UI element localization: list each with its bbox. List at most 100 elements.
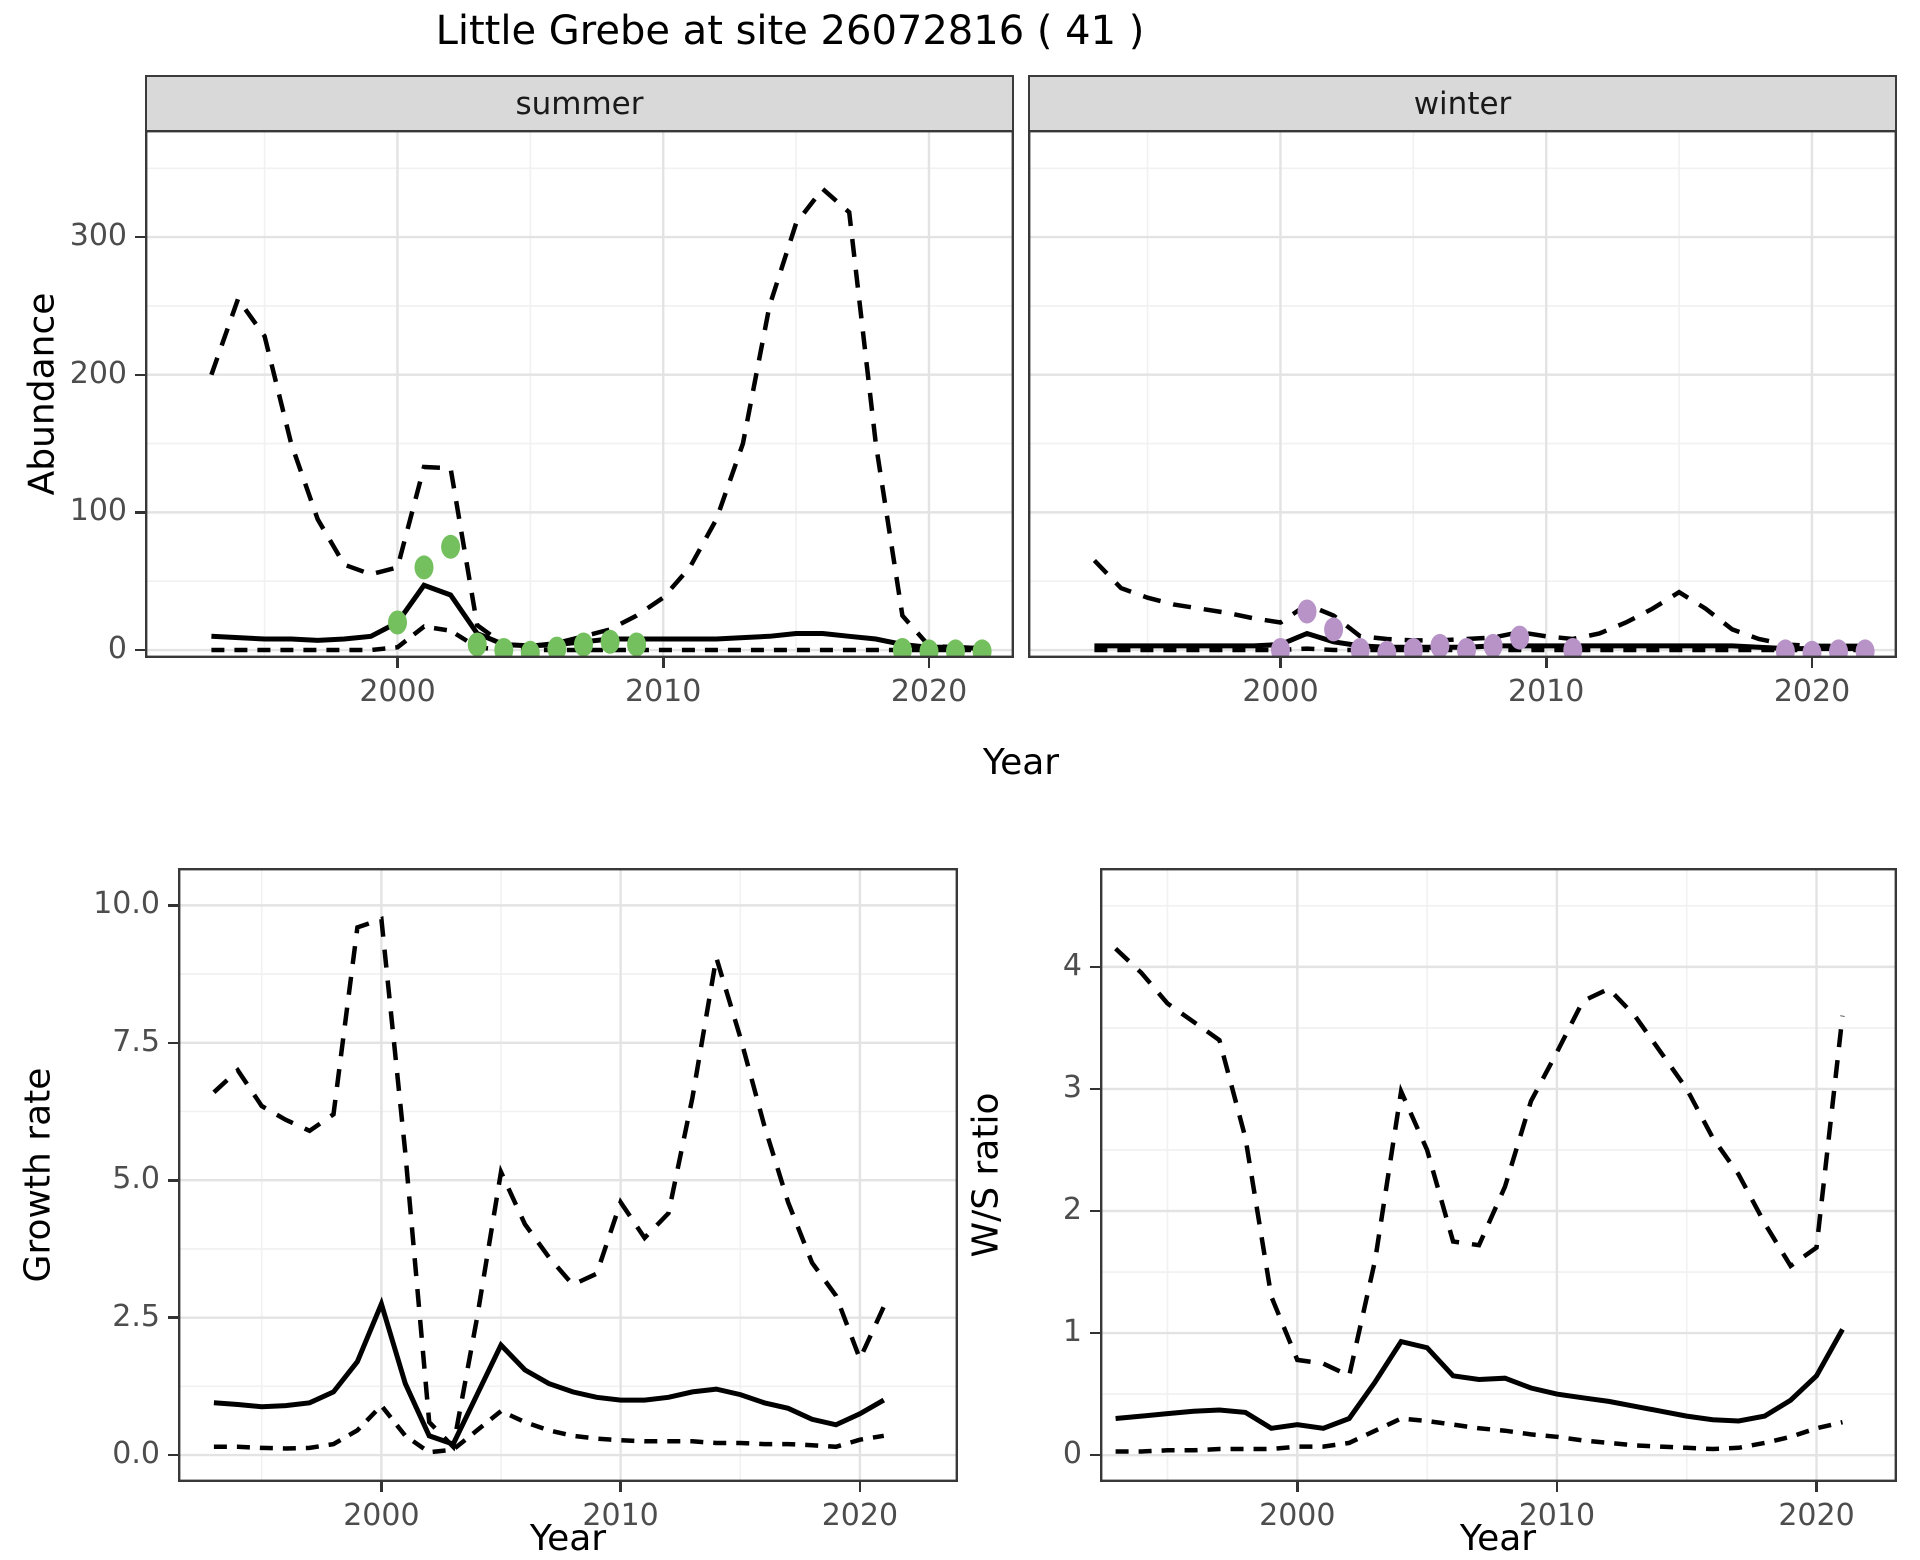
x-tick-label: 2020 (1778, 1498, 1855, 1533)
x-tick-label: 2010 (625, 674, 702, 709)
y-tick-mark (168, 1179, 178, 1182)
y-tick-label: 4 (1062, 947, 1082, 983)
observed-counts-point (1350, 638, 1370, 658)
upper_ci-line (1114, 946, 1845, 1380)
mean-line (213, 1296, 886, 1448)
panel-border (1100, 868, 1897, 1482)
observed-counts-point (520, 640, 540, 658)
y-tick-label: 7.5 (112, 1023, 160, 1059)
x-tick-label: 2010 (1518, 1498, 1596, 1533)
upper_ci-line (209, 185, 983, 650)
x-axis-title-year-growth: Year (529, 1518, 607, 1559)
observed-counts-point (1403, 638, 1423, 658)
y-tick-mark (1090, 1087, 1100, 1091)
x-tick-mark (1555, 1482, 1559, 1492)
panel-ws-ratio (1100, 868, 1897, 1482)
y-axis-title-abundance: Abundance (21, 292, 63, 496)
y-tick-label: 0.0 (112, 1436, 160, 1472)
observed-counts-point (1510, 625, 1530, 650)
observed-counts-point (627, 632, 647, 657)
y-tick-label: 3 (1062, 1069, 1082, 1105)
y-tick-mark (168, 1316, 178, 1319)
y-tick-mark (135, 648, 145, 652)
y-tick-label: 0 (107, 631, 127, 666)
x-tick-label: 2020 (890, 674, 968, 709)
x-tick-mark (1545, 658, 1548, 668)
observed-counts-point (1377, 640, 1397, 658)
panel-border (145, 130, 1014, 658)
x-tick-mark (396, 658, 399, 668)
y-tick-label: 200 (69, 355, 127, 391)
panel-abundance-summer (145, 130, 1014, 658)
observed-counts-point (414, 555, 434, 580)
lower_ci-line (211, 624, 983, 653)
x-tick-mark (1815, 1482, 1818, 1492)
y-tick-label: 2 (1062, 1192, 1082, 1227)
x-tick-label: 2020 (821, 1498, 899, 1533)
panel-background (1028, 130, 1897, 658)
x-tick-mark (1810, 658, 1814, 668)
observed-counts-point (1430, 633, 1450, 658)
observed-counts-point (1297, 599, 1317, 624)
upper_ci-line (212, 916, 886, 1452)
x-axis-title-year-ws: Year (1459, 1518, 1537, 1559)
mean-line (211, 582, 983, 652)
y-tick-mark (1090, 1209, 1100, 1213)
observed-counts-point (972, 639, 992, 658)
x-tick-label: 2010 (582, 1498, 659, 1533)
x-tick-label: 2000 (359, 674, 436, 709)
x-tick-label: 2000 (343, 1498, 420, 1533)
y-tick-mark (168, 1453, 178, 1457)
panel-background (178, 868, 958, 1482)
y-tick-mark (135, 235, 145, 239)
panel-border (178, 868, 958, 1482)
facet-strip-winter: winter (1028, 75, 1897, 132)
panel-background (1100, 868, 1897, 1482)
observed-counts-point (1457, 638, 1476, 658)
x-tick-mark (619, 1482, 622, 1492)
x-tick-label: 2000 (1242, 674, 1319, 709)
y-tick-label: 2.5 (112, 1298, 160, 1334)
observed-counts-point (441, 534, 461, 559)
observed-counts-point (1802, 640, 1822, 658)
y-tick-mark (135, 373, 145, 376)
y-tick-label: 5.0 (112, 1161, 160, 1197)
x-tick-mark (858, 1482, 862, 1492)
y-axis-title-ws-ratio: W/S ratio (965, 1092, 1007, 1258)
observed-counts-point (1483, 633, 1503, 658)
observed-counts-point (494, 638, 514, 658)
panel-border (1028, 130, 1897, 658)
x-tick-label: 2020 (1773, 674, 1851, 709)
observed-counts-point (574, 632, 593, 657)
y-tick-mark (1090, 1331, 1100, 1335)
observed-counts-point (1271, 638, 1290, 658)
x-tick-mark (927, 658, 931, 668)
facet-strip-summer: summer (145, 75, 1014, 132)
panel-abundance-winter (1028, 130, 1897, 658)
observed-counts-point (946, 639, 965, 658)
observed-counts-point (1775, 639, 1795, 658)
x-tick-mark (380, 1482, 383, 1492)
x-axis-title-year-top: Year (982, 742, 1060, 783)
observed-counts-point (547, 636, 567, 658)
y-tick-label: 10.0 (93, 886, 160, 922)
y-tick-mark (135, 511, 145, 514)
observed-counts-point (1829, 639, 1848, 658)
y-tick-label: 1 (1062, 1314, 1082, 1350)
panel-background (145, 130, 1014, 658)
x-tick-mark (662, 658, 665, 668)
x-tick-label: 2000 (1259, 1498, 1336, 1533)
observed-counts-point (1324, 617, 1344, 642)
observed-counts-point (600, 629, 620, 654)
observed-counts-point (1855, 639, 1875, 658)
y-tick-label: 0 (1062, 1436, 1082, 1472)
y-tick-label: 300 (69, 218, 127, 254)
y-tick-mark (168, 1041, 178, 1045)
observed-counts-point (1563, 638, 1583, 658)
x-tick-label: 2010 (1508, 674, 1585, 709)
y-tick-mark (168, 904, 178, 907)
y-tick-label: 100 (69, 493, 127, 529)
plot-title: Little Grebe at site 26072816 ( 41 ) (435, 8, 1145, 54)
facet-strip-summer-label: summer (515, 85, 644, 122)
y-tick-mark (1090, 1453, 1100, 1457)
